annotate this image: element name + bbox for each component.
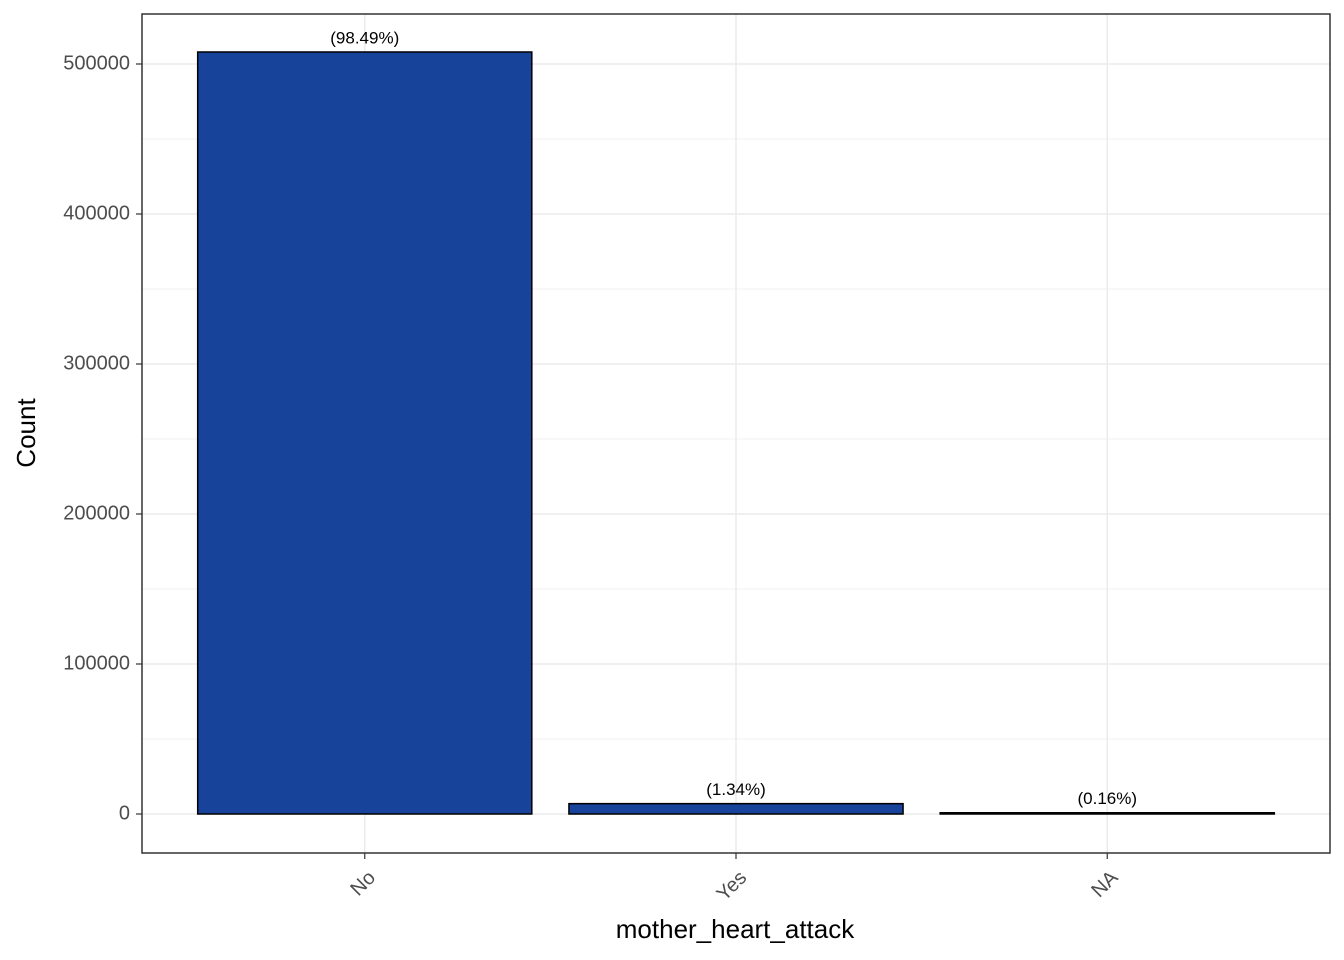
- bar: [196, 51, 533, 815]
- y-tick-label: 0: [119, 802, 130, 824]
- y-axis-title: Count: [11, 398, 41, 468]
- bar: [939, 812, 1276, 815]
- y-tick-label: 300000: [63, 352, 130, 374]
- bar-label: (0.16%): [1077, 789, 1137, 808]
- bar-label: (1.34%): [706, 780, 766, 799]
- y-tick-label: 100000: [63, 652, 130, 674]
- bar-label: (98.49%): [330, 28, 399, 47]
- x-axis-title: mother_heart_attack: [616, 914, 855, 944]
- panel-border: [141, 13, 1331, 854]
- bar: [568, 802, 904, 815]
- y-tick-label: 500000: [63, 52, 130, 74]
- y-tick-label: 400000: [63, 202, 130, 224]
- y-tick-label: 200000: [63, 502, 130, 524]
